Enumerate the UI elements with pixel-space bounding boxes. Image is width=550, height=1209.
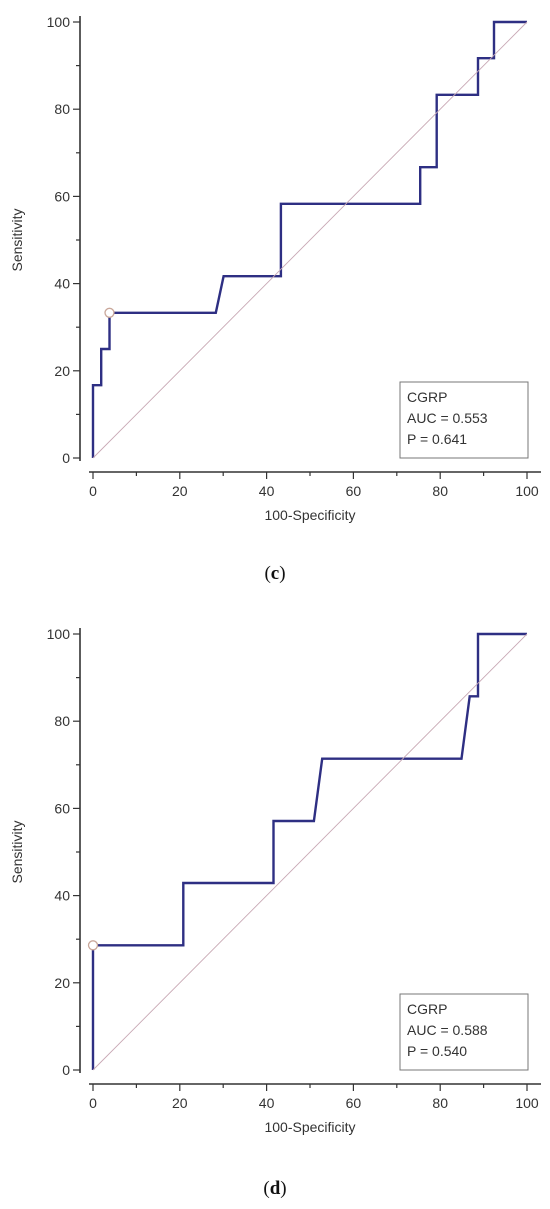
roc-panel-c: 0 20 40 60 80 100 0 20 40 60 80 100 100-Specificity S…: [0, 0, 550, 595]
optimal-cutoff-point: [87, 940, 99, 951]
panel-caption-c: (c): [264, 563, 286, 584]
y-tick-label: 100: [47, 14, 71, 30]
roc-chart-d: 0 20 40 60 80 100 0 20 40 60 80 100 100-Specificity S…: [9, 626, 541, 1135]
y-tick-label: 80: [54, 713, 70, 729]
reference-diagonal-line: [92, 633, 528, 1071]
caption-letter-d: d: [269, 1178, 281, 1199]
x-tick-label: 80: [432, 483, 448, 499]
x-axis-title: 100-Specificity: [264, 507, 355, 523]
legend-box: [399, 993, 529, 1071]
reference-diagonal-line: [92, 21, 528, 459]
legend-box: [399, 381, 529, 459]
y-tick-label: 40: [54, 276, 70, 292]
x-tick-label: 60: [346, 1095, 362, 1111]
legend-text-line: P = 0.641: [407, 431, 467, 447]
legend-text-line: AUC = 0.553: [407, 410, 488, 426]
panel-caption-d: (d): [263, 1178, 287, 1199]
y-tick-label: 20: [54, 363, 70, 379]
y-tick-label: 60: [54, 800, 70, 816]
legend-text-line: CGRP: [407, 389, 447, 405]
legend-text-line: AUC = 0.588: [407, 1022, 488, 1038]
roc-panel-d: 0 20 40 60 80 100 0 20 40 60 80 100 100-Specificity S…: [0, 612, 550, 1209]
y-tick-label: 0: [62, 450, 70, 466]
x-tick-label: 0: [89, 1095, 97, 1111]
x-tick-label: 0: [89, 483, 97, 499]
x-tick-label: 80: [432, 1095, 448, 1111]
x-tick-label: 100: [515, 483, 539, 499]
legend-text-line: P = 0.540: [407, 1043, 467, 1059]
caption-letter-c: c: [270, 563, 280, 584]
x-tick-label: 60: [346, 483, 362, 499]
x-tick-label: 20: [172, 1095, 188, 1111]
x-tick-label: 40: [259, 1095, 275, 1111]
x-axis-title: 100-Specificity: [264, 1119, 355, 1135]
y-tick-label: 80: [54, 101, 70, 117]
y-tick-label: 60: [54, 188, 70, 204]
y-tick-label: 20: [54, 975, 70, 991]
optimal-cutoff-point: [104, 307, 115, 318]
y-tick-label: 100: [47, 626, 71, 642]
roc-curve-line: [91, 20, 527, 458]
roc-chart-c: 0 20 40 60 80 100 0 20 40 60 80 100 100-Specificity S…: [9, 14, 541, 523]
legend-text-line: CGRP: [407, 1001, 447, 1017]
roc-curve-line: [91, 632, 527, 1070]
y-tick-label: 40: [54, 888, 70, 904]
y-axis-title: Sensitivity: [9, 208, 25, 271]
y-tick-label: 0: [62, 1062, 70, 1078]
x-tick-label: 40: [259, 483, 275, 499]
x-tick-label: 100: [515, 1095, 539, 1111]
x-tick-label: 20: [172, 483, 188, 499]
y-axis-title: Sensitivity: [9, 820, 25, 883]
